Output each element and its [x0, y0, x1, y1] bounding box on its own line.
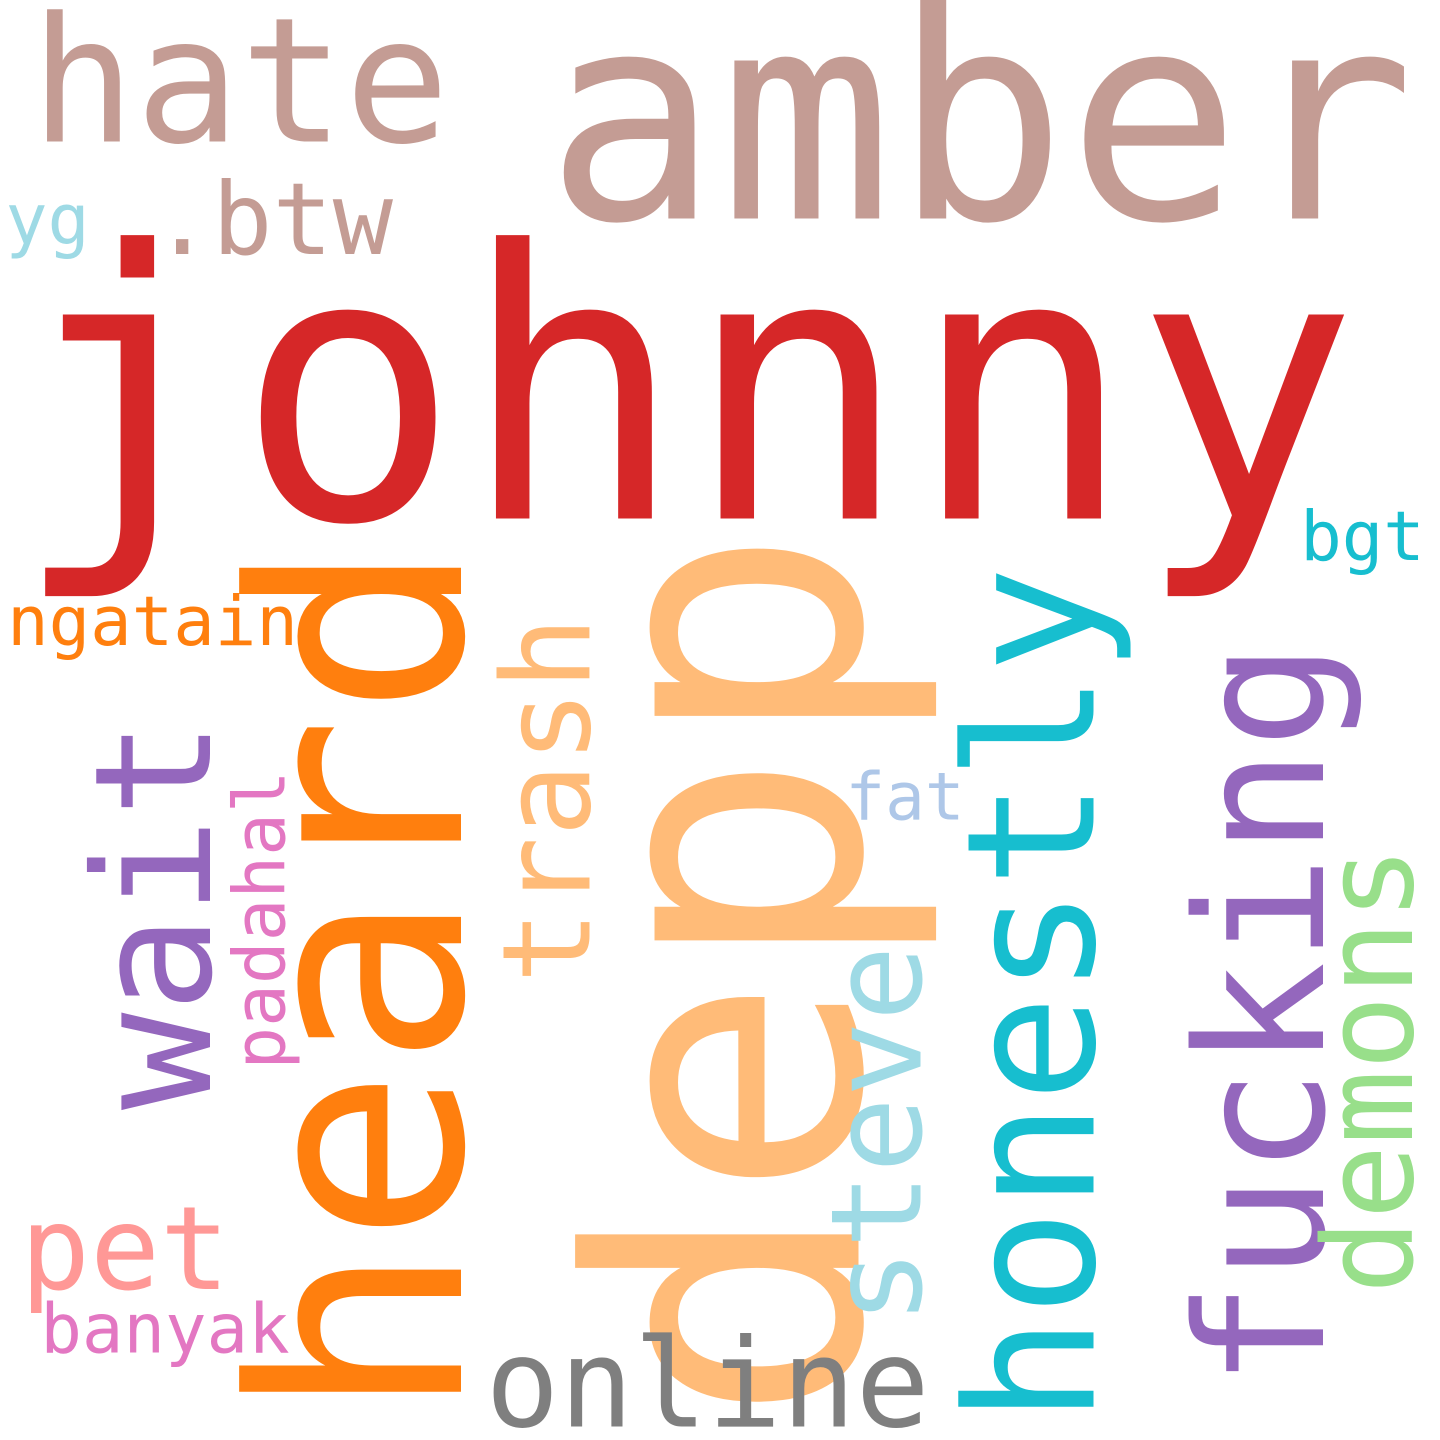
word-online: online — [485, 1313, 930, 1440]
word-demons: demons — [1298, 846, 1440, 1294]
word-fat: fat — [845, 758, 965, 836]
word-pet: pet — [20, 1182, 230, 1317]
word-wait: wait — [61, 719, 249, 1111]
word-btw: .btw — [152, 161, 393, 278]
word-honestly: honestly — [928, 566, 1136, 1424]
word-bgt: bgt — [1300, 497, 1425, 577]
word-johnny: johnny — [11, 172, 1359, 607]
word-yg: yg — [5, 179, 90, 261]
word-steve: steve — [803, 945, 951, 1325]
word-trash: trash — [476, 616, 619, 984]
word-hate: hate — [30, 0, 450, 184]
word-amber: amber — [545, 0, 1415, 288]
word-padahal: padahal — [218, 770, 302, 1070]
word-ngatain: ngatain — [7, 582, 298, 662]
word-banyak: banyak — [40, 1289, 290, 1370]
